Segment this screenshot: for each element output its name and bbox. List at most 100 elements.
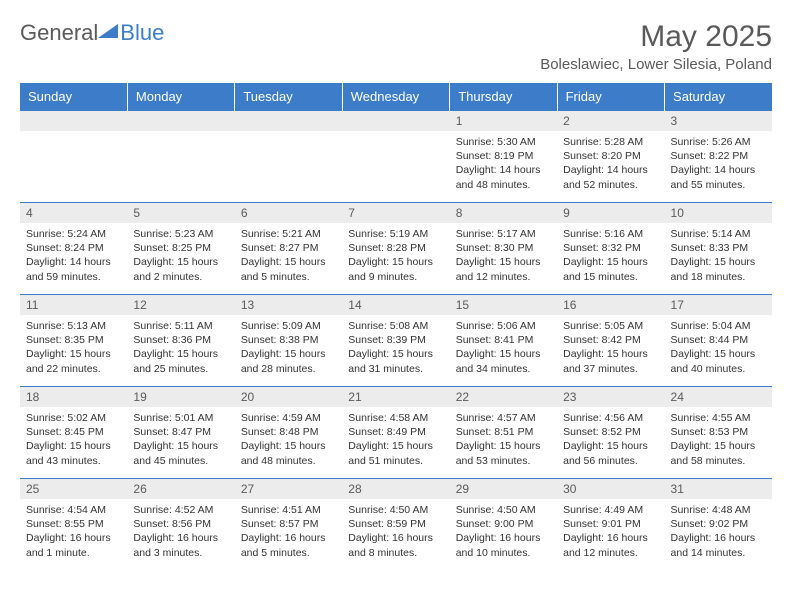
brand-part1: General xyxy=(20,20,98,46)
day-details xyxy=(235,131,342,139)
day-number: 13 xyxy=(235,295,342,315)
calendar-cell: 15Sunrise: 5:06 AMSunset: 8:41 PMDayligh… xyxy=(450,295,557,387)
day-details: Sunrise: 4:52 AMSunset: 8:56 PMDaylight:… xyxy=(127,499,234,564)
day-details: Sunrise: 5:19 AMSunset: 8:28 PMDaylight:… xyxy=(342,223,449,288)
brand-logo: General Blue xyxy=(20,20,164,46)
day-number: 1 xyxy=(450,111,557,131)
calendar-cell: 30Sunrise: 4:49 AMSunset: 9:01 PMDayligh… xyxy=(557,479,664,571)
day-details: Sunrise: 4:50 AMSunset: 8:59 PMDaylight:… xyxy=(342,499,449,564)
day-details: Sunrise: 4:50 AMSunset: 9:00 PMDaylight:… xyxy=(450,499,557,564)
day-number: 4 xyxy=(20,203,127,223)
calendar-table: SundayMondayTuesdayWednesdayThursdayFrid… xyxy=(20,83,772,571)
calendar-cell: 2Sunrise: 5:28 AMSunset: 8:20 PMDaylight… xyxy=(557,111,664,203)
day-details: Sunrise: 4:48 AMSunset: 9:02 PMDaylight:… xyxy=(665,499,772,564)
location-text: Boleslawiec, Lower Silesia, Poland xyxy=(540,56,772,73)
day-details: Sunrise: 5:04 AMSunset: 8:44 PMDaylight:… xyxy=(665,315,772,380)
day-number xyxy=(127,111,234,131)
day-number: 14 xyxy=(342,295,449,315)
day-number: 23 xyxy=(557,387,664,407)
day-number: 30 xyxy=(557,479,664,499)
calendar-cell: 17Sunrise: 5:04 AMSunset: 8:44 PMDayligh… xyxy=(665,295,772,387)
calendar-cell: 14Sunrise: 5:08 AMSunset: 8:39 PMDayligh… xyxy=(342,295,449,387)
calendar-cell: 19Sunrise: 5:01 AMSunset: 8:47 PMDayligh… xyxy=(127,387,234,479)
calendar-body: 1Sunrise: 5:30 AMSunset: 8:19 PMDaylight… xyxy=(20,111,772,571)
calendar-week-row: 4Sunrise: 5:24 AMSunset: 8:24 PMDaylight… xyxy=(20,203,772,295)
calendar-cell xyxy=(20,111,127,203)
day-details: Sunrise: 5:01 AMSunset: 8:47 PMDaylight:… xyxy=(127,407,234,472)
day-details: Sunrise: 5:14 AMSunset: 8:33 PMDaylight:… xyxy=(665,223,772,288)
calendar-cell: 18Sunrise: 5:02 AMSunset: 8:45 PMDayligh… xyxy=(20,387,127,479)
day-details: Sunrise: 4:54 AMSunset: 8:55 PMDaylight:… xyxy=(20,499,127,564)
day-details: Sunrise: 5:23 AMSunset: 8:25 PMDaylight:… xyxy=(127,223,234,288)
calendar-cell: 7Sunrise: 5:19 AMSunset: 8:28 PMDaylight… xyxy=(342,203,449,295)
calendar-week-row: 18Sunrise: 5:02 AMSunset: 8:45 PMDayligh… xyxy=(20,387,772,479)
day-details: Sunrise: 5:26 AMSunset: 8:22 PMDaylight:… xyxy=(665,131,772,196)
day-details: Sunrise: 5:08 AMSunset: 8:39 PMDaylight:… xyxy=(342,315,449,380)
day-details xyxy=(20,131,127,139)
calendar-cell: 27Sunrise: 4:51 AMSunset: 8:57 PMDayligh… xyxy=(235,479,342,571)
day-number: 25 xyxy=(20,479,127,499)
day-number xyxy=(342,111,449,131)
day-number: 27 xyxy=(235,479,342,499)
brand-part2: Blue xyxy=(120,20,164,46)
weekday-header: Sunday xyxy=(20,83,127,111)
day-details: Sunrise: 4:57 AMSunset: 8:51 PMDaylight:… xyxy=(450,407,557,472)
calendar-cell xyxy=(127,111,234,203)
calendar-week-row: 25Sunrise: 4:54 AMSunset: 8:55 PMDayligh… xyxy=(20,479,772,571)
day-number: 17 xyxy=(665,295,772,315)
day-number: 9 xyxy=(557,203,664,223)
day-details: Sunrise: 4:55 AMSunset: 8:53 PMDaylight:… xyxy=(665,407,772,472)
day-number: 18 xyxy=(20,387,127,407)
calendar-cell: 8Sunrise: 5:17 AMSunset: 8:30 PMDaylight… xyxy=(450,203,557,295)
day-number: 28 xyxy=(342,479,449,499)
calendar-cell: 28Sunrise: 4:50 AMSunset: 8:59 PMDayligh… xyxy=(342,479,449,571)
day-details: Sunrise: 4:49 AMSunset: 9:01 PMDaylight:… xyxy=(557,499,664,564)
day-details: Sunrise: 4:58 AMSunset: 8:49 PMDaylight:… xyxy=(342,407,449,472)
day-details: Sunrise: 5:06 AMSunset: 8:41 PMDaylight:… xyxy=(450,315,557,380)
day-number: 31 xyxy=(665,479,772,499)
calendar-cell: 9Sunrise: 5:16 AMSunset: 8:32 PMDaylight… xyxy=(557,203,664,295)
day-number: 2 xyxy=(557,111,664,131)
calendar-cell: 24Sunrise: 4:55 AMSunset: 8:53 PMDayligh… xyxy=(665,387,772,479)
calendar-week-row: 1Sunrise: 5:30 AMSunset: 8:19 PMDaylight… xyxy=(20,111,772,203)
day-details: Sunrise: 4:59 AMSunset: 8:48 PMDaylight:… xyxy=(235,407,342,472)
day-number: 16 xyxy=(557,295,664,315)
calendar-cell: 22Sunrise: 4:57 AMSunset: 8:51 PMDayligh… xyxy=(450,387,557,479)
day-details: Sunrise: 4:56 AMSunset: 8:52 PMDaylight:… xyxy=(557,407,664,472)
calendar-cell xyxy=(342,111,449,203)
calendar-cell: 16Sunrise: 5:05 AMSunset: 8:42 PMDayligh… xyxy=(557,295,664,387)
day-number: 8 xyxy=(450,203,557,223)
day-details: Sunrise: 5:11 AMSunset: 8:36 PMDaylight:… xyxy=(127,315,234,380)
day-number: 10 xyxy=(665,203,772,223)
page-header: General Blue May 2025 Boleslawiec, Lower… xyxy=(20,20,772,73)
day-number: 26 xyxy=(127,479,234,499)
day-number: 29 xyxy=(450,479,557,499)
month-title: May 2025 xyxy=(540,20,772,54)
calendar-cell: 11Sunrise: 5:13 AMSunset: 8:35 PMDayligh… xyxy=(20,295,127,387)
day-details: Sunrise: 5:28 AMSunset: 8:20 PMDaylight:… xyxy=(557,131,664,196)
brand-triangle-icon xyxy=(98,24,118,38)
weekday-header: Tuesday xyxy=(235,83,342,111)
day-number: 5 xyxy=(127,203,234,223)
calendar-cell: 5Sunrise: 5:23 AMSunset: 8:25 PMDaylight… xyxy=(127,203,234,295)
day-number: 24 xyxy=(665,387,772,407)
calendar-cell: 26Sunrise: 4:52 AMSunset: 8:56 PMDayligh… xyxy=(127,479,234,571)
weekday-header: Thursday xyxy=(450,83,557,111)
calendar-cell: 23Sunrise: 4:56 AMSunset: 8:52 PMDayligh… xyxy=(557,387,664,479)
title-block: May 2025 Boleslawiec, Lower Silesia, Pol… xyxy=(540,20,772,73)
day-number: 3 xyxy=(665,111,772,131)
calendar-cell: 21Sunrise: 4:58 AMSunset: 8:49 PMDayligh… xyxy=(342,387,449,479)
day-details: Sunrise: 5:24 AMSunset: 8:24 PMDaylight:… xyxy=(20,223,127,288)
day-details: Sunrise: 5:30 AMSunset: 8:19 PMDaylight:… xyxy=(450,131,557,196)
day-number: 12 xyxy=(127,295,234,315)
day-details: Sunrise: 4:51 AMSunset: 8:57 PMDaylight:… xyxy=(235,499,342,564)
calendar-cell: 12Sunrise: 5:11 AMSunset: 8:36 PMDayligh… xyxy=(127,295,234,387)
calendar-cell: 29Sunrise: 4:50 AMSunset: 9:00 PMDayligh… xyxy=(450,479,557,571)
calendar-week-row: 11Sunrise: 5:13 AMSunset: 8:35 PMDayligh… xyxy=(20,295,772,387)
day-details: Sunrise: 5:17 AMSunset: 8:30 PMDaylight:… xyxy=(450,223,557,288)
weekday-header: Friday xyxy=(557,83,664,111)
calendar-cell: 10Sunrise: 5:14 AMSunset: 8:33 PMDayligh… xyxy=(665,203,772,295)
day-number: 22 xyxy=(450,387,557,407)
calendar-cell: 25Sunrise: 4:54 AMSunset: 8:55 PMDayligh… xyxy=(20,479,127,571)
calendar-cell: 3Sunrise: 5:26 AMSunset: 8:22 PMDaylight… xyxy=(665,111,772,203)
